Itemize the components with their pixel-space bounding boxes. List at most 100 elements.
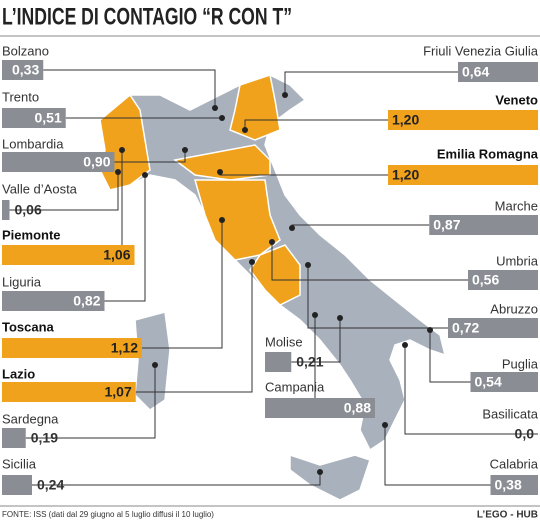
category-label: Abruzzo <box>490 301 538 316</box>
bar <box>388 165 538 185</box>
value-label: 0,90 <box>83 154 110 170</box>
leader-dot <box>217 169 223 175</box>
bar <box>2 108 66 128</box>
leader-dot <box>142 172 148 178</box>
bar <box>490 475 538 495</box>
leader-dot <box>289 225 295 231</box>
bar <box>429 215 538 235</box>
value-label: 0,82 <box>73 293 100 309</box>
leader-dot <box>119 147 125 153</box>
category-label: Valle d’Aosta <box>2 181 78 196</box>
leader-line <box>32 472 321 486</box>
value-label: 0,72 <box>452 320 479 336</box>
category-label: Campania <box>265 379 325 394</box>
value-label: 0,87 <box>433 217 460 233</box>
category-label: Emilia Romagna <box>437 146 539 161</box>
category-label: Bolzano <box>2 43 49 58</box>
bar <box>470 372 538 392</box>
leader-line <box>291 318 341 363</box>
bar <box>265 352 292 372</box>
category-label: Basilicata <box>482 406 538 421</box>
category-label: Piemonte <box>2 227 61 242</box>
leader-dot <box>427 327 433 333</box>
region <box>229 74 281 141</box>
leader-dot <box>402 342 408 348</box>
category-label: Friuli Venezia Giulia <box>423 43 539 58</box>
value-label: 0,06 <box>15 202 42 218</box>
value-label: 1,20 <box>392 167 419 183</box>
chart-title: L’INDICE DI CONTAGIO “R CON T” <box>2 3 292 30</box>
leader-line <box>43 69 216 108</box>
bar <box>2 60 44 80</box>
leader-line <box>429 330 471 383</box>
leader-line <box>384 425 491 486</box>
leader-line <box>307 265 448 329</box>
leader-dot <box>152 362 158 368</box>
leader-line <box>271 242 468 281</box>
leader-dot <box>269 239 275 245</box>
category-label: Liguria <box>2 274 42 289</box>
sicily <box>289 453 371 501</box>
bar <box>2 152 115 172</box>
value-label: 0,54 <box>475 374 502 390</box>
value-label: 0,64 <box>462 64 489 80</box>
value-label: 0,51 <box>35 110 62 126</box>
source: FONTE: ISS (dati dal 29 giugno al 5 lugl… <box>2 510 214 519</box>
category-label: Calabria <box>490 456 539 471</box>
category-label: Umbria <box>496 253 539 268</box>
leader-line <box>244 119 388 130</box>
leader-dot <box>382 422 388 428</box>
bar <box>468 270 538 290</box>
value-label: 1,20 <box>392 112 419 128</box>
leader-line <box>142 220 223 349</box>
bar <box>2 428 26 448</box>
category-label: Molise <box>265 334 303 349</box>
leader-dot <box>312 312 318 318</box>
bar <box>2 200 10 220</box>
leader-line <box>104 175 146 302</box>
leader-line <box>114 150 186 163</box>
bar <box>2 245 135 265</box>
bar <box>2 475 32 495</box>
bar <box>448 318 538 338</box>
leader-dot <box>212 105 218 111</box>
leader-dot <box>115 169 121 175</box>
value-label: 0,33 <box>12 62 39 78</box>
leader-dot <box>219 115 225 121</box>
leader-dot <box>219 217 225 223</box>
leader-dot <box>317 469 323 475</box>
value-label: 0,21 <box>296 354 323 370</box>
bar <box>265 398 375 418</box>
value-label: 1,06 <box>103 247 130 263</box>
leader-dot <box>305 262 311 268</box>
leader-dot <box>182 147 188 153</box>
value-label: 0,56 <box>472 272 499 288</box>
credit: L’EGO - HUB <box>477 510 538 521</box>
category-label: Toscana <box>2 319 55 334</box>
category-label: Veneto <box>495 92 538 107</box>
bar <box>458 62 538 82</box>
value-label: 1,07 <box>105 384 132 400</box>
category-label: Lazio <box>2 366 35 381</box>
leader-line <box>25 365 156 439</box>
leader-line <box>135 262 253 393</box>
category-label: Marche <box>495 198 538 213</box>
value-label: 0,24 <box>37 477 64 493</box>
bar <box>2 382 136 402</box>
leader-line <box>284 71 458 95</box>
category-label: Lombardia <box>2 136 64 151</box>
bar <box>2 338 142 358</box>
value-label: 0,0 <box>515 426 535 442</box>
leader-dot <box>282 92 288 98</box>
category-label: Puglia <box>502 356 539 371</box>
value-label: 0,38 <box>495 477 522 493</box>
value-label: 0,88 <box>344 400 371 416</box>
sardinia <box>134 311 171 411</box>
category-label: Sardegna <box>2 411 59 426</box>
leader-dot <box>249 259 255 265</box>
category-label: Sicilia <box>2 456 37 471</box>
bar <box>2 291 105 311</box>
leader-line <box>9 172 119 211</box>
